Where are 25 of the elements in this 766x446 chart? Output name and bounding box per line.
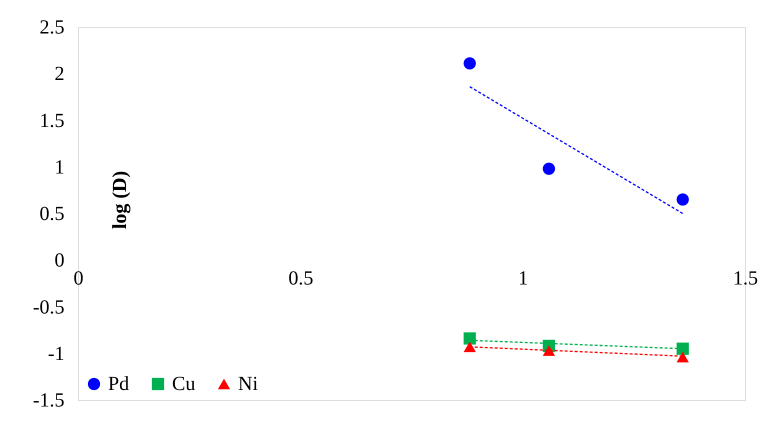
legend-label: Ni xyxy=(238,373,258,395)
x-tick-label: 0 xyxy=(74,268,84,290)
point xyxy=(464,57,476,70)
y-tick-label: 2 xyxy=(54,63,64,86)
point xyxy=(464,342,476,352)
y-tick-label: 1 xyxy=(54,156,64,178)
y-axis-title: log (D) xyxy=(109,170,131,230)
point xyxy=(676,352,689,362)
point xyxy=(542,162,556,175)
legend-label: Pd xyxy=(108,373,130,395)
x-tick-label: 1.5 xyxy=(733,268,758,290)
point xyxy=(676,193,689,206)
point xyxy=(464,332,476,345)
x-tick-label: 0.5 xyxy=(288,268,314,290)
y-tick-label: 0 xyxy=(54,250,64,272)
x-tick-label: 1 xyxy=(518,268,528,290)
y-tick-label: -0.5 xyxy=(32,296,64,318)
legend-label: Cu xyxy=(172,373,196,395)
y-tick-label: 2.5 xyxy=(40,16,64,38)
y-tick-label: -1.5 xyxy=(32,390,64,412)
y-tick-label: -1 xyxy=(48,342,64,365)
y-tick-label: 1.5 xyxy=(40,110,64,132)
point xyxy=(676,342,689,355)
point xyxy=(542,345,556,356)
y-tick-label: 0.5 xyxy=(40,203,64,225)
